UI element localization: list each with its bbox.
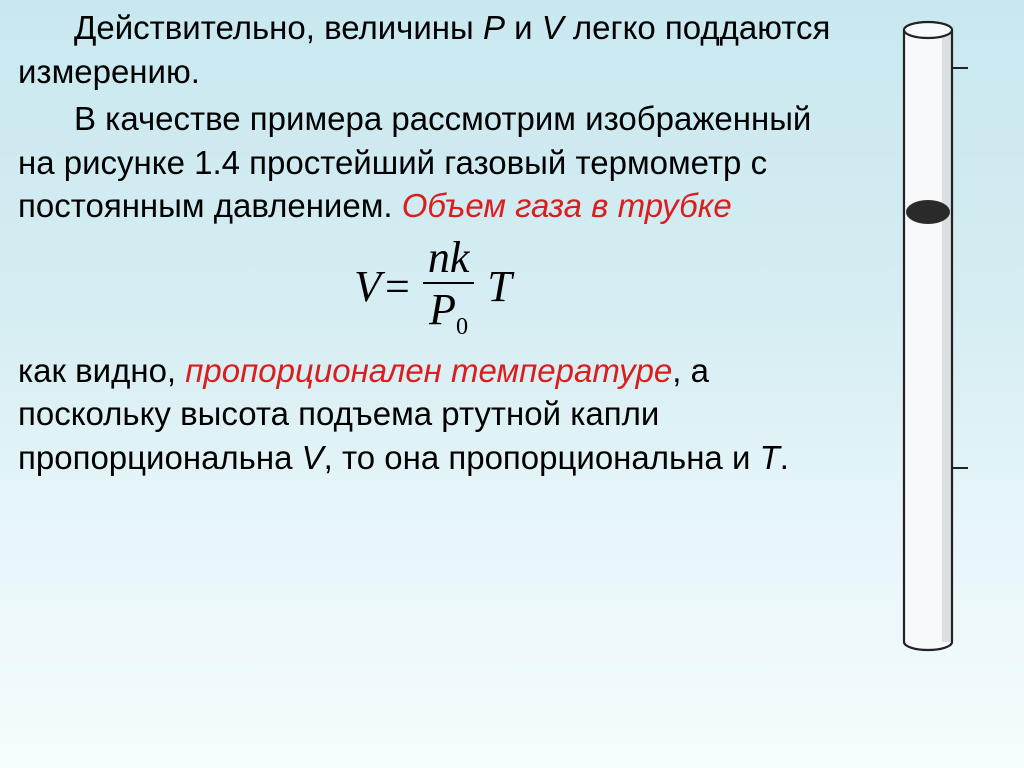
p3-text-red: пропорционален температуре: [185, 352, 672, 389]
formula: V = nk P0 T: [18, 236, 848, 339]
paragraph-1: Действительно, величины P и V легко подд…: [18, 6, 848, 93]
formula-eq-sign: =: [385, 258, 410, 316]
p1-text-b: и: [505, 9, 542, 46]
thermometer-svg: [864, 20, 1014, 660]
p3-var-T: T: [760, 439, 780, 476]
paragraph-2: В качестве примера рассмотрим изображенн…: [18, 97, 848, 228]
p3-text-c: , то она пропорциональна и: [324, 439, 760, 476]
formula-lhs: V: [354, 258, 381, 316]
p3-var-V: V: [302, 439, 324, 476]
formula-denominator: P0: [423, 282, 474, 339]
slide-text-block: Действительно, величины P и V легко подд…: [18, 6, 848, 483]
formula-den-sub: 0: [456, 313, 468, 340]
formula-den-base: P: [429, 285, 456, 334]
thermometer-figure: [864, 20, 1014, 660]
p3-text-d: .: [780, 439, 789, 476]
p1-var-V: V: [542, 9, 564, 46]
p3-text-a: как видно,: [18, 352, 185, 389]
p1-var-P: P: [483, 9, 505, 46]
formula-fraction: nk P0: [422, 236, 476, 339]
formula-numerator: nk: [422, 236, 476, 282]
paragraph-3: как видно, пропорционален температуре, а…: [18, 349, 848, 480]
formula-rhs: T: [487, 258, 511, 316]
p1-text-a: Действительно, величины: [74, 9, 483, 46]
p2-text-red: Объем газа в трубке: [402, 187, 732, 224]
